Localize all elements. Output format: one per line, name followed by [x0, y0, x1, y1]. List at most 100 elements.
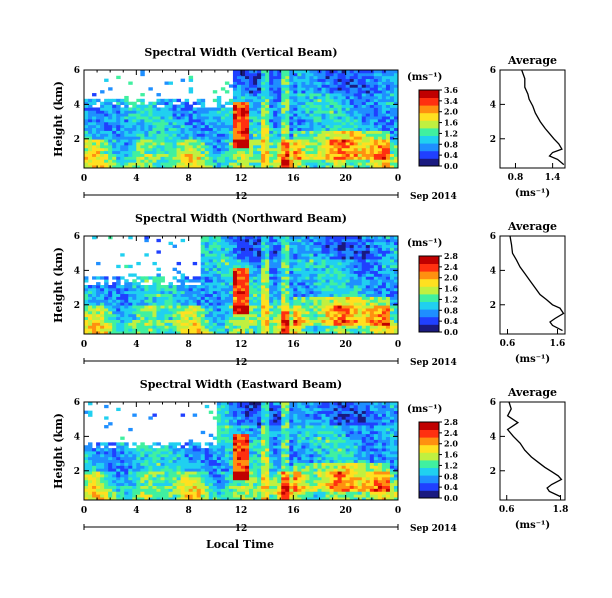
heatmap-cell — [124, 488, 129, 492]
heatmap-cell — [277, 136, 282, 140]
heatmap-cell — [241, 95, 246, 100]
heatmap-cell — [148, 133, 153, 137]
heatmap-cell — [136, 310, 141, 315]
heatmap-cell — [180, 159, 186, 163]
heatmap-cell — [96, 116, 101, 120]
heatmap-cell — [393, 119, 399, 123]
heatmap-cell — [212, 107, 218, 111]
heatmap-cell — [132, 159, 137, 163]
heatmap-cell — [200, 299, 206, 303]
heatmap-cell — [128, 328, 133, 332]
heatmap-cell — [281, 310, 286, 315]
heatmap-cell — [232, 276, 238, 280]
heatmap-cell — [132, 153, 137, 157]
heatmap-cell — [245, 302, 250, 306]
heatmap-cell — [269, 296, 274, 300]
heatmap-cell — [365, 325, 371, 329]
heatmap-cell — [317, 276, 322, 280]
heatmap-cell — [92, 144, 97, 149]
heatmap-cell — [220, 153, 226, 157]
heatmap-cell — [297, 124, 302, 129]
heatmap-cell — [249, 78, 254, 82]
heatmap-cell — [373, 302, 379, 306]
heatmap-cell — [261, 285, 266, 289]
heatmap-cell — [188, 156, 194, 160]
heatmap-cell — [301, 264, 306, 269]
heatmap-cell — [253, 150, 258, 154]
heatmap-cell — [249, 162, 254, 166]
heatmap-cell — [96, 159, 101, 163]
heatmap-cell — [196, 319, 202, 323]
heatmap-cell — [128, 264, 133, 269]
heatmap-cell — [241, 162, 246, 166]
heatmap-cell — [180, 130, 186, 134]
heatmap-cell — [289, 78, 294, 82]
heatmap-cell — [120, 442, 125, 446]
heatmap-cell — [144, 113, 149, 117]
heatmap-cell — [200, 302, 206, 306]
heatmap-cell — [257, 236, 262, 240]
heatmap-cell — [373, 270, 379, 274]
heatmap-cell — [132, 325, 137, 329]
heatmap-cell — [104, 416, 109, 420]
heatmap-cell — [337, 325, 343, 329]
heatmap-cell — [184, 139, 190, 143]
heatmap-cell — [269, 244, 274, 248]
heatmap-cell — [156, 267, 161, 271]
heatmap-cell — [349, 256, 355, 260]
heatmap-cell — [172, 331, 177, 335]
heatmap-cell — [373, 244, 379, 248]
heatmap-cell — [200, 104, 206, 108]
heatmap-cell — [273, 241, 278, 246]
heatmap-cell — [321, 119, 326, 123]
heatmap-cell — [212, 299, 218, 303]
heatmap-cell — [253, 72, 258, 77]
heatmap-cell — [273, 150, 278, 154]
heatmap-cell — [281, 116, 286, 120]
heatmap-cell — [172, 305, 177, 309]
heatmap-cell — [168, 302, 173, 306]
heatmap-cell — [120, 482, 125, 486]
heatmap-cell — [273, 72, 278, 77]
heatmap-cell — [373, 290, 379, 295]
heatmap-cell — [108, 310, 113, 315]
heatmap-cell — [124, 127, 129, 131]
heatmap-cell — [321, 322, 326, 326]
heatmap-cell — [196, 113, 202, 117]
heatmap-cell — [192, 319, 198, 323]
heatmap-cell — [184, 290, 190, 295]
colorbar-tick-label: 0.0 — [444, 161, 458, 171]
heatmap-cell — [297, 165, 302, 169]
heatmap-cell — [261, 78, 266, 82]
heatmap-cell — [273, 305, 278, 309]
heatmap-cell — [361, 72, 367, 77]
heatmap-cell — [301, 147, 306, 152]
heatmap-cell — [373, 124, 379, 129]
heatmap-cell — [361, 308, 367, 312]
heatmap-cell — [136, 159, 141, 163]
heatmap-cell — [253, 81, 258, 85]
heatmap-cell — [241, 273, 246, 277]
heatmap-cell — [96, 276, 101, 280]
heatmap-cell — [212, 302, 218, 306]
heatmap-cell — [313, 308, 318, 312]
heatmap-cell — [365, 159, 371, 163]
heatmap-cell — [281, 150, 286, 154]
heatmap-cell — [200, 256, 206, 260]
heatmap-cell — [88, 136, 93, 140]
heatmap-cell — [349, 142, 355, 146]
heatmap-cell — [273, 293, 278, 297]
heatmap-cell — [337, 136, 343, 140]
heatmap-cell — [337, 139, 343, 143]
heatmap-cell — [389, 165, 395, 169]
heatmap-cell — [216, 107, 222, 111]
heatmap-cell — [325, 299, 330, 303]
heatmap-cell — [325, 273, 330, 277]
heatmap-cell — [341, 72, 347, 77]
heatmap-cell — [285, 319, 290, 323]
heatmap-cell — [329, 259, 334, 263]
heatmap-cell — [365, 331, 371, 335]
heatmap-cell — [325, 136, 330, 140]
heatmap-cell — [112, 139, 117, 143]
heatmap-cell — [88, 319, 93, 323]
